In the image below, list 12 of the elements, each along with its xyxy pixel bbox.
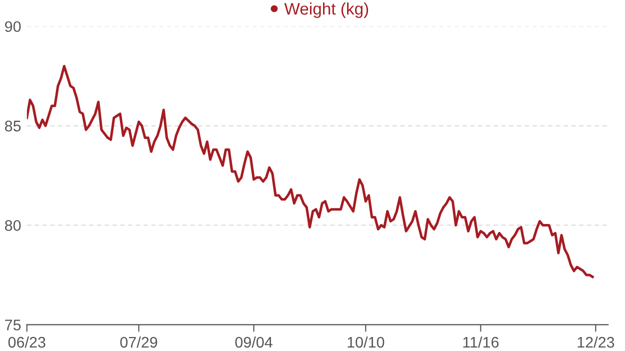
x-tick-label: 06/23 bbox=[8, 336, 46, 348]
y-tick-label: 75 bbox=[5, 320, 21, 330]
x-tick-label: 12/23 bbox=[578, 336, 614, 348]
x-tick-label: 11/16 bbox=[463, 336, 499, 348]
y-tick-label: 85 bbox=[4, 120, 21, 132]
line-series bbox=[26, 64, 594, 278]
x-tick-label: 09/04 bbox=[235, 336, 272, 348]
x-tick-label: 10/10 bbox=[348, 336, 384, 348]
x-tick-label: 07/29 bbox=[120, 336, 158, 348]
legend-label: Weight (kg) bbox=[284, 2, 368, 18]
y-tick-label: 90 bbox=[5, 21, 21, 32]
y-tick-label: 80 bbox=[4, 220, 21, 231]
